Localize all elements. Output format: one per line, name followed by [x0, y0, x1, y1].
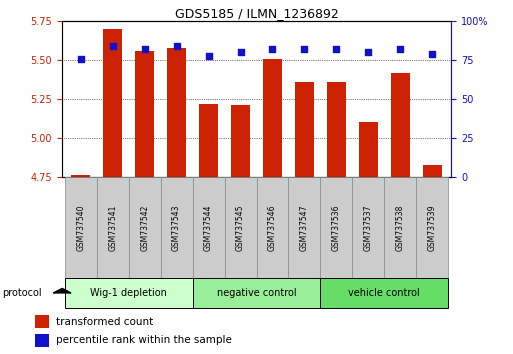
Bar	[416, 177, 448, 278]
Point	[76, 56, 85, 62]
Point	[141, 46, 149, 52]
Point	[364, 50, 372, 55]
Point	[172, 43, 181, 49]
Title: GDS5185 / ILMN_1236892: GDS5185 / ILMN_1236892	[174, 7, 339, 20]
Bar	[103, 29, 122, 177]
Text: GSM737544: GSM737544	[204, 204, 213, 251]
Bar	[391, 73, 410, 177]
Text: GSM737537: GSM737537	[364, 204, 373, 251]
Bar	[71, 176, 90, 177]
Bar	[192, 177, 225, 278]
Point	[332, 46, 341, 52]
Bar	[225, 177, 256, 278]
Point	[396, 46, 404, 52]
Text: vehicle control: vehicle control	[348, 288, 420, 298]
Bar	[263, 59, 282, 177]
Point	[109, 43, 117, 49]
Text: GSM737540: GSM737540	[76, 204, 85, 251]
Bar	[161, 177, 192, 278]
Bar	[352, 177, 384, 278]
Bar	[167, 48, 186, 177]
Text: percentile rank within the sample: percentile rank within the sample	[55, 335, 231, 346]
Bar	[256, 177, 288, 278]
Point	[205, 53, 213, 58]
Bar	[35, 334, 49, 347]
Bar	[327, 82, 346, 177]
Text: Wig-1 depletion: Wig-1 depletion	[90, 288, 167, 298]
Bar	[135, 51, 154, 177]
Bar	[199, 104, 218, 177]
Bar	[129, 177, 161, 278]
Bar	[192, 278, 321, 308]
Text: GSM737546: GSM737546	[268, 204, 277, 251]
Bar	[321, 177, 352, 278]
Bar	[384, 177, 416, 278]
Bar	[423, 165, 442, 177]
Point	[268, 46, 277, 52]
Bar	[97, 177, 129, 278]
Text: GSM737545: GSM737545	[236, 204, 245, 251]
Point	[236, 50, 245, 55]
Bar	[295, 82, 314, 177]
Text: GSM737541: GSM737541	[108, 204, 117, 251]
Text: GSM737543: GSM737543	[172, 204, 181, 251]
Text: GSM737538: GSM737538	[396, 204, 405, 251]
Text: negative control: negative control	[216, 288, 297, 298]
Point	[300, 46, 308, 52]
Bar	[65, 278, 192, 308]
Text: GSM737542: GSM737542	[140, 204, 149, 251]
Text: GSM737539: GSM737539	[428, 204, 437, 251]
Bar	[231, 105, 250, 177]
FancyArrow shape	[53, 289, 71, 293]
Bar	[35, 315, 49, 328]
Text: GSM737547: GSM737547	[300, 204, 309, 251]
Text: protocol: protocol	[3, 288, 42, 298]
Bar	[65, 177, 97, 278]
Bar	[359, 122, 378, 177]
Bar	[321, 278, 448, 308]
Text: GSM737536: GSM737536	[332, 204, 341, 251]
Bar	[288, 177, 321, 278]
Point	[428, 51, 437, 57]
Text: transformed count: transformed count	[55, 316, 153, 327]
